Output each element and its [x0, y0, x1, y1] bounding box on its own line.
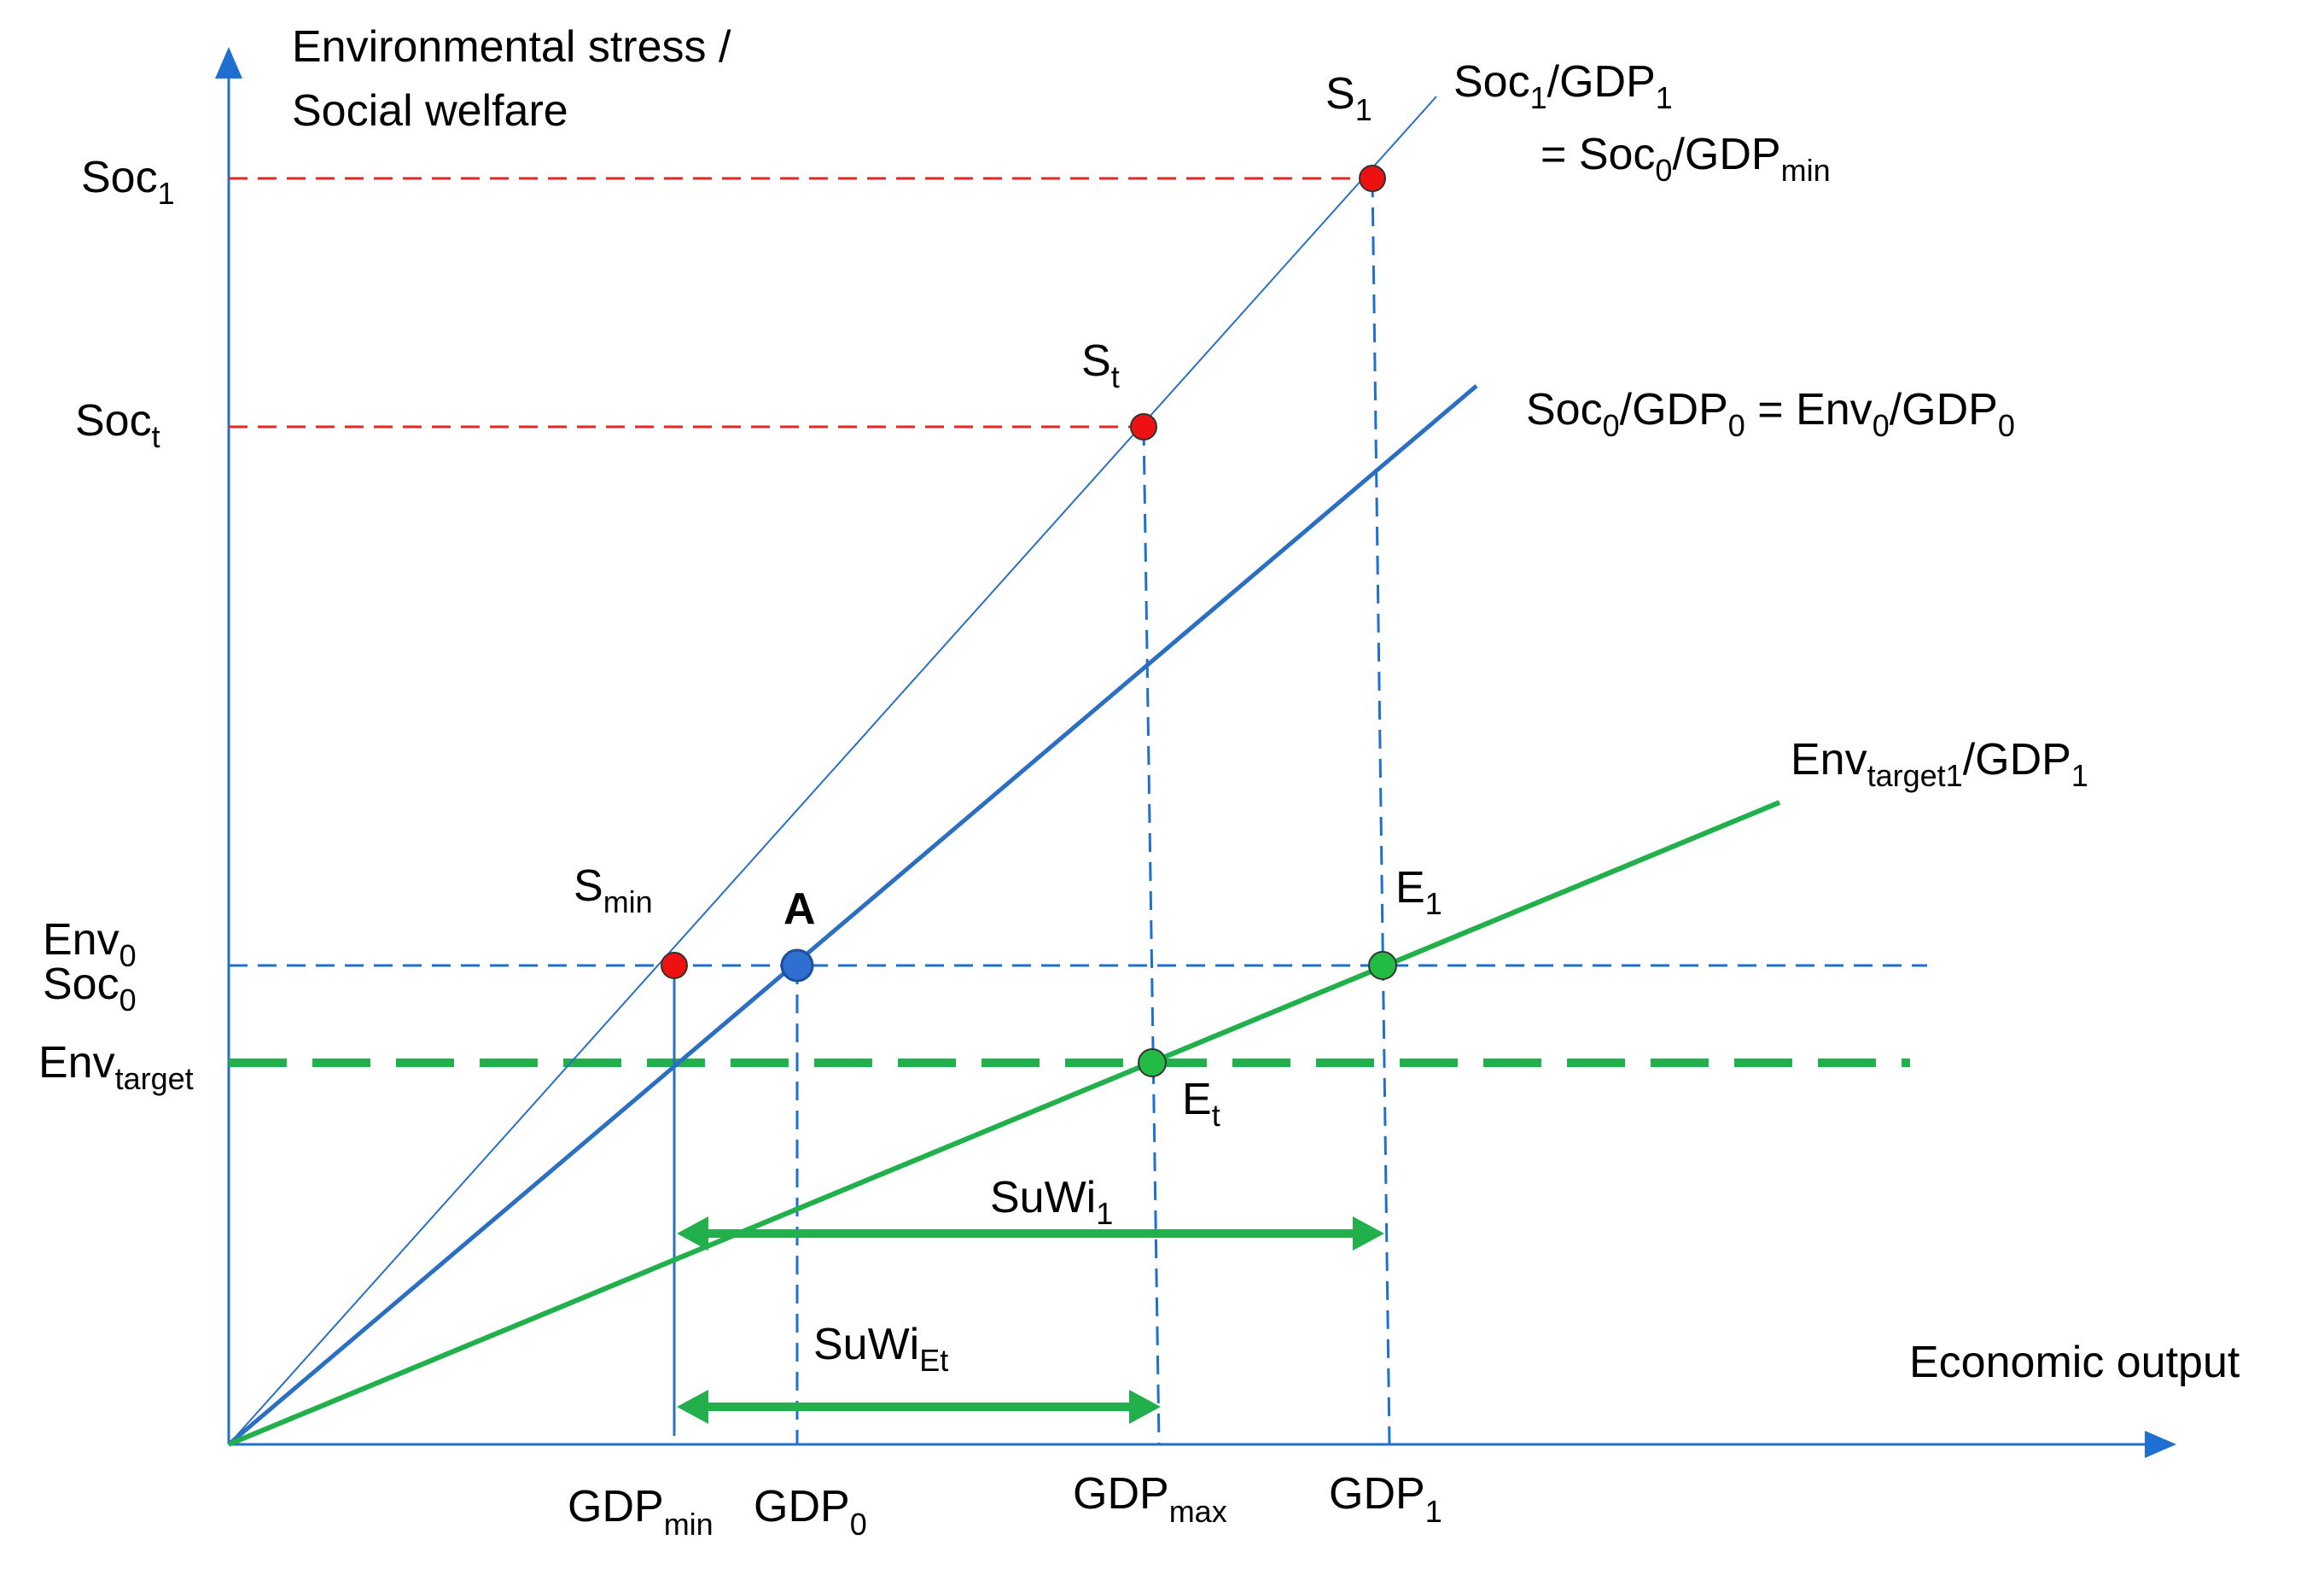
gdp1-guide	[1371, 178, 1391, 1445]
point-et	[1138, 1048, 1167, 1077]
y-label-envtarget: Envtarget	[38, 1038, 194, 1096]
suwi1-interval	[677, 1216, 1384, 1251]
label-st: St	[1081, 336, 1120, 394]
label-soc0-line: Soc0/GDP0 = Env0/GDP0	[1526, 385, 2015, 443]
y-axis-title-line2: Social welfare	[292, 86, 568, 136]
label-e1: E1	[1395, 863, 1442, 921]
label-et: Et	[1182, 1075, 1220, 1133]
y-axis-title-line1: Environmental stress /	[292, 22, 731, 72]
y-label-env0: Env0	[43, 915, 137, 973]
label-s1: S1	[1325, 69, 1372, 127]
x-axis-title: Economic output	[1909, 1338, 2240, 1387]
x-label-gdpmin: GDPmin	[568, 1482, 714, 1542]
envtarget1-gdp1-line	[227, 800, 1781, 1447]
x-label-gdpmax: GDPmax	[1073, 1469, 1227, 1529]
y-label-soct: Soct	[75, 396, 160, 454]
label-suwi1: SuWi1	[990, 1173, 1113, 1231]
point-st	[1130, 413, 1157, 440]
x-label-gdp0: GDP0	[754, 1482, 867, 1542]
x-axis-arrowhead	[2145, 1431, 2176, 1458]
label-env-target-line: Envtarget1/GDP1	[1791, 735, 2088, 793]
y-axis-arrowhead	[215, 47, 242, 79]
ratio-lines	[227, 96, 1781, 1447]
horizontal-guides	[229, 177, 1927, 1067]
suwiet-left-arrowhead	[677, 1390, 708, 1424]
y-label-soc0: Soc0	[43, 959, 137, 1018]
point-smin	[661, 952, 688, 979]
point-e1	[1368, 951, 1397, 980]
label-suwiet: SuWiEt	[813, 1320, 948, 1378]
label-soc1-line: Soc1/GDP1	[1453, 57, 1673, 115]
x-label-gdp1: GDP1	[1329, 1469, 1442, 1529]
label-a: A	[783, 884, 816, 934]
vertical-guides	[673, 178, 1391, 1445]
axes	[215, 47, 2176, 1458]
gdpmax-guide	[1142, 426, 1161, 1445]
soc0-gdp0-line	[227, 384, 1478, 1446]
suwi1-left-arrowhead	[677, 1216, 708, 1251]
suwiet-right-arrowhead	[1129, 1390, 1161, 1424]
suwiet-interval	[677, 1390, 1161, 1424]
point-s1	[1359, 165, 1386, 192]
point-a	[780, 948, 814, 983]
points	[661, 165, 1397, 1077]
label-smin: Smin	[574, 861, 653, 919]
label-soc1-equivalence: = Soc0/GDPmin	[1541, 130, 1831, 188]
soc1-gdp1-line	[228, 96, 1437, 1445]
y-label-soc1: Soc1	[81, 153, 175, 211]
suwi1-right-arrowhead	[1353, 1216, 1384, 1251]
